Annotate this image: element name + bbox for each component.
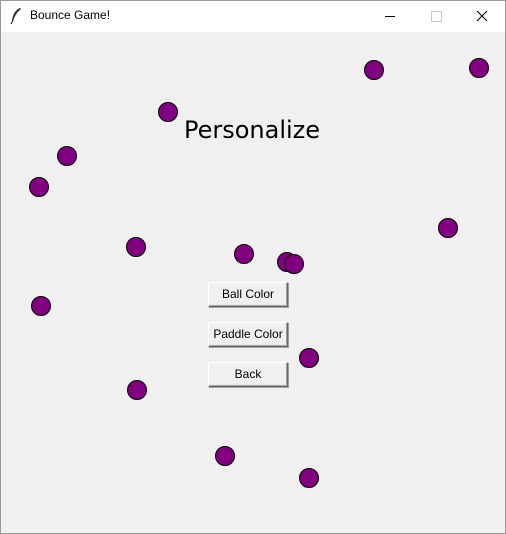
minimize-icon (385, 16, 395, 17)
ball (364, 60, 384, 80)
close-icon (476, 10, 488, 22)
minimize-button[interactable] (367, 1, 413, 32)
title-bar[interactable]: Bounce Game! (1, 1, 505, 32)
close-button[interactable] (459, 1, 505, 32)
ball (126, 237, 146, 257)
ball (29, 177, 49, 197)
ball (234, 244, 254, 264)
page-title: Personalize (183, 116, 321, 144)
back-button[interactable]: Back (208, 362, 288, 387)
ball-layer (29, 58, 489, 488)
paddle-color-button[interactable]: Paddle Color (208, 322, 288, 347)
ball (469, 58, 489, 78)
ball (438, 218, 458, 238)
ball (31, 296, 51, 316)
ball-color-button[interactable]: Ball Color (208, 282, 288, 307)
ball (284, 254, 304, 274)
ball (127, 380, 147, 400)
maximize-button[interactable] (413, 1, 459, 32)
feather-icon (9, 7, 23, 25)
ball (57, 146, 77, 166)
ball (215, 446, 235, 466)
ball (299, 468, 319, 488)
ball (158, 102, 178, 122)
maximize-icon (431, 11, 442, 22)
ball (299, 348, 319, 368)
window-title: Bounce Game! (30, 8, 111, 22)
game-canvas[interactable]: Personalize Ball Color Paddle Color Back (1, 32, 505, 533)
